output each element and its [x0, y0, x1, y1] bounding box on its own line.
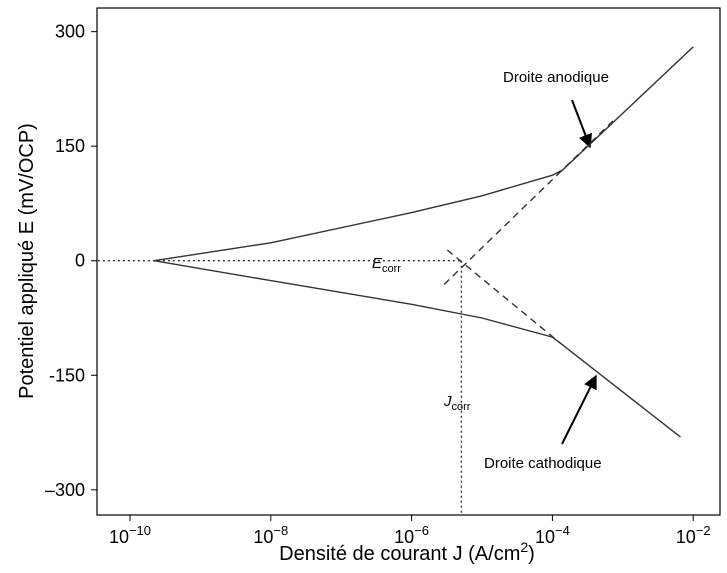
plot-frame [96, 7, 721, 516]
y-tick-label: -150 [49, 365, 85, 385]
x-tick-base: 10 [394, 527, 414, 547]
x-tick-base: 10 [676, 527, 696, 547]
series-line [153, 46, 694, 262]
annotation: Droite anodique [503, 69, 609, 86]
series-line [446, 249, 561, 344]
x-tick-label: 10−6 [394, 523, 429, 547]
jcorr: J [443, 393, 452, 410]
y-axis-label: Potentiel appliqué E (mV/OCP) [16, 123, 38, 399]
annotation-arrow [571, 99, 593, 149]
y-tick-label: –300 [45, 480, 85, 500]
x-tick-base: 10 [253, 527, 273, 547]
x-tick-exponent: −6 [414, 523, 429, 538]
x-tick-exponent: −10 [129, 523, 151, 538]
x-axis-label-end: ) [528, 543, 535, 565]
y-tick-label: 300 [55, 22, 85, 42]
y-tick-label: 0 [75, 251, 85, 271]
x-tick-label: 10−4 [535, 523, 570, 547]
x-tick-exponent: −4 [555, 523, 570, 538]
x-axis-label: Densité de courant J (A/cm2) [279, 539, 535, 565]
annotation-arrow [561, 374, 597, 445]
series-line [153, 260, 681, 438]
series-line [443, 117, 617, 285]
ecorr-sub: corr [382, 263, 401, 275]
x-axis-label-text: Densité de courant J (A/cm [279, 543, 520, 565]
x-tick-label: 10−10 [109, 523, 151, 547]
annotation: Jcorr [443, 393, 471, 413]
x-tick-base: 10 [109, 527, 129, 547]
ecorr: E [372, 255, 383, 272]
x-axis-label-sup: 2 [520, 539, 528, 555]
x-tick-label: 10−2 [676, 523, 711, 547]
annotation: Ecorr [372, 255, 401, 275]
x-tick-exponent: −2 [696, 523, 711, 538]
y-tick-label: 150 [55, 136, 85, 156]
x-tick-base: 10 [535, 527, 555, 547]
x-tick-exponent: −8 [273, 523, 288, 538]
annotation: Droite cathodique [484, 455, 602, 472]
x-tick-label: 10−8 [253, 523, 288, 547]
